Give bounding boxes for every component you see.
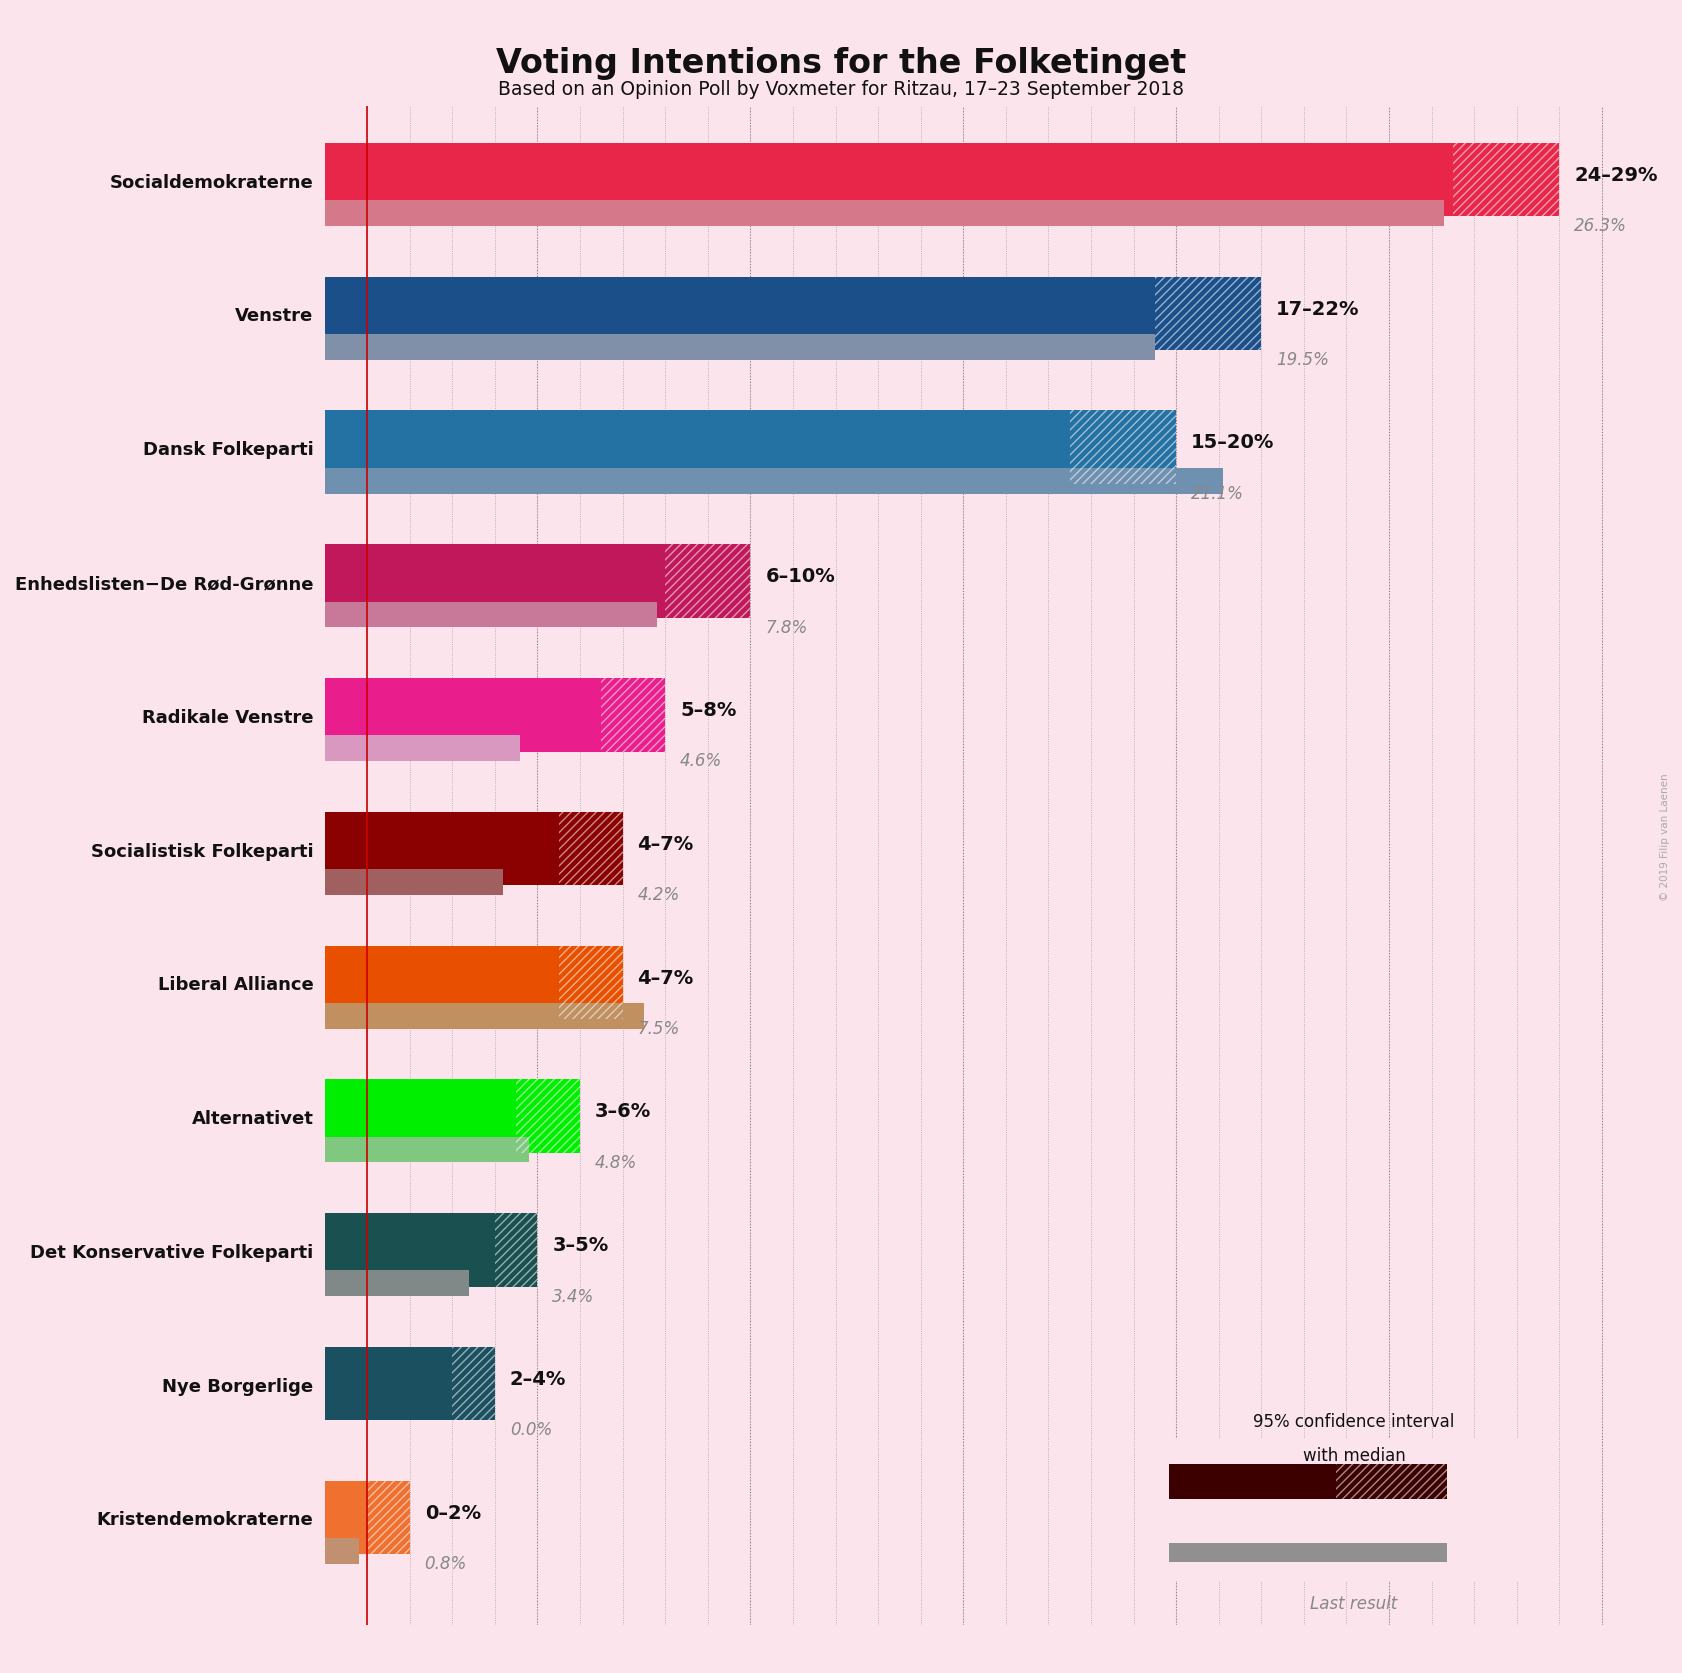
Text: 6–10%: 6–10%	[765, 567, 834, 586]
Text: 4.6%: 4.6%	[680, 751, 722, 770]
Bar	[558, 945, 622, 1019]
Bar	[367, 1481, 410, 1554]
Text: 19.5%: 19.5%	[1277, 351, 1329, 368]
Bar	[1336, 1464, 1447, 1499]
Text: with median: with median	[1302, 1445, 1406, 1464]
Bar	[452, 1347, 495, 1420]
Text: 4–7%: 4–7%	[637, 969, 693, 987]
Bar	[325, 468, 1223, 494]
Bar	[495, 1213, 538, 1287]
Bar	[558, 945, 622, 1019]
Bar	[325, 679, 602, 753]
Bar	[1156, 278, 1262, 351]
Bar	[558, 813, 622, 885]
Text: 4.8%: 4.8%	[595, 1153, 637, 1171]
Text: 4.2%: 4.2%	[637, 885, 680, 903]
Text: 15–20%: 15–20%	[1191, 433, 1275, 452]
Bar	[325, 945, 558, 1019]
Bar	[452, 1347, 495, 1420]
Text: 0.0%: 0.0%	[510, 1420, 552, 1439]
Text: 0.8%: 0.8%	[424, 1554, 468, 1573]
Bar	[325, 1481, 367, 1554]
Bar	[367, 1481, 410, 1554]
Text: Last result: Last result	[1310, 1594, 1398, 1613]
Bar	[495, 1213, 538, 1287]
Text: 21.1%: 21.1%	[1191, 485, 1245, 502]
Text: 7.5%: 7.5%	[637, 1019, 680, 1037]
Text: 5–8%: 5–8%	[680, 701, 737, 719]
Bar	[325, 1213, 495, 1287]
Text: 3–6%: 3–6%	[595, 1101, 651, 1121]
Text: 26.3%: 26.3%	[1574, 217, 1626, 236]
Text: Based on an Opinion Poll by Voxmeter for Ritzau, 17–23 September 2018: Based on an Opinion Poll by Voxmeter for…	[498, 80, 1184, 99]
Bar	[325, 1347, 452, 1420]
Bar	[325, 602, 656, 627]
Bar	[1336, 1464, 1447, 1499]
Bar	[602, 679, 664, 753]
Bar	[1070, 412, 1176, 485]
Bar	[1453, 144, 1559, 217]
Text: 17–22%: 17–22%	[1277, 299, 1359, 318]
Bar	[1156, 278, 1262, 351]
Bar	[1169, 1543, 1447, 1563]
Text: 0–2%: 0–2%	[424, 1502, 481, 1522]
Bar	[325, 1537, 358, 1564]
Bar	[558, 813, 622, 885]
Bar	[325, 1138, 528, 1163]
Bar	[325, 1004, 644, 1029]
Text: Voting Intentions for the Folketinget: Voting Intentions for the Folketinget	[496, 47, 1186, 80]
Text: 24–29%: 24–29%	[1574, 166, 1658, 184]
Bar	[1169, 1464, 1336, 1499]
Text: 95% confidence interval: 95% confidence interval	[1253, 1412, 1455, 1430]
Bar	[325, 813, 558, 885]
Bar	[325, 144, 1453, 217]
Text: 4–7%: 4–7%	[637, 835, 693, 853]
Text: 2–4%: 2–4%	[510, 1369, 567, 1389]
Bar	[602, 679, 664, 753]
Text: 7.8%: 7.8%	[765, 619, 807, 636]
Bar	[325, 412, 1070, 485]
Bar	[325, 335, 1156, 361]
Bar	[664, 545, 750, 619]
Bar	[516, 1079, 580, 1153]
Bar	[325, 870, 503, 895]
Bar	[325, 278, 1156, 351]
Bar	[325, 736, 520, 761]
Text: 3.4%: 3.4%	[552, 1287, 595, 1305]
Bar	[664, 545, 750, 619]
Bar	[325, 545, 664, 619]
Text: © 2019 Filip van Laenen: © 2019 Filip van Laenen	[1660, 773, 1670, 900]
Bar	[1070, 412, 1176, 485]
Text: 3–5%: 3–5%	[552, 1235, 609, 1255]
Bar	[516, 1079, 580, 1153]
Bar	[325, 201, 1445, 228]
Bar	[325, 1079, 516, 1153]
Bar	[1453, 144, 1559, 217]
Bar	[325, 1271, 469, 1297]
